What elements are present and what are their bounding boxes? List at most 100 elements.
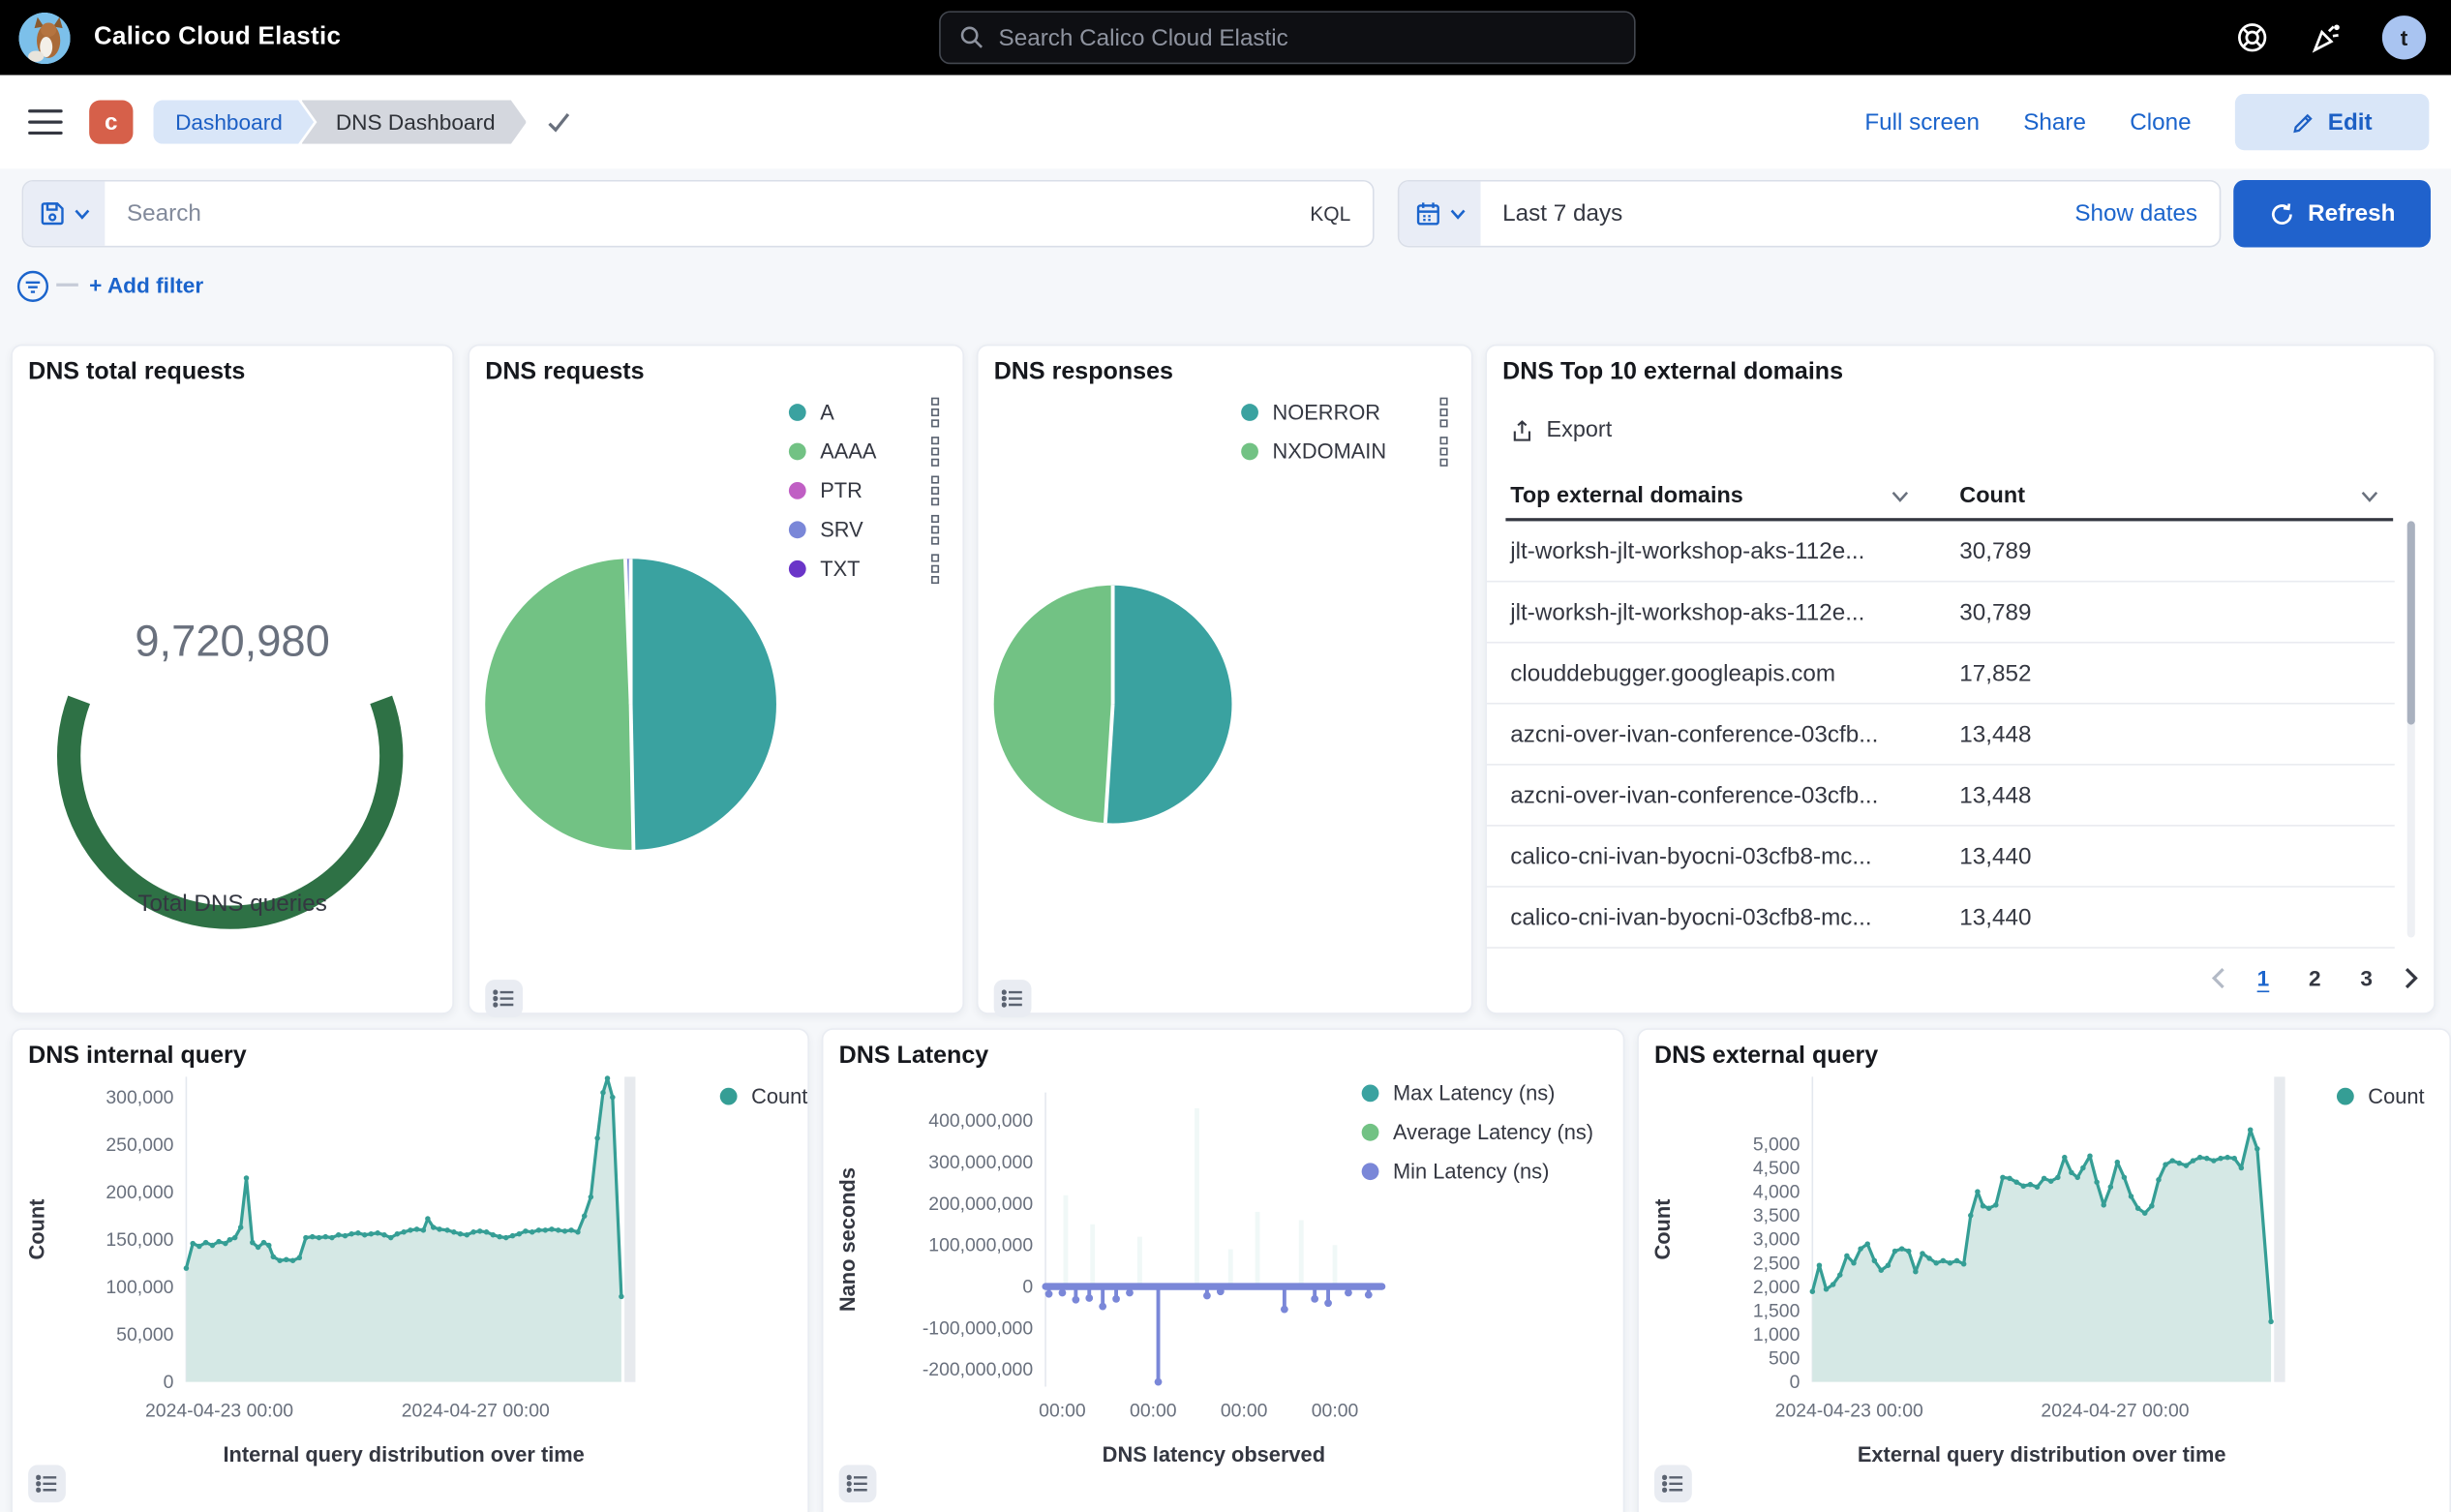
area-chart-internal-query[interactable]: 050,000100,000150,000200,000250,000300,0… [13, 1030, 811, 1512]
legend-actions-icon[interactable] [913, 554, 939, 584]
column-header-count[interactable]: Count [1959, 484, 2025, 509]
chevron-left-icon[interactable] [2210, 967, 2227, 989]
pie-chart-dns-responses[interactable] [994, 586, 1232, 824]
full-screen-button[interactable]: Full screen [1864, 108, 1980, 135]
quick-select-menu-button[interactable] [1399, 182, 1480, 246]
project-badge[interactable]: c [89, 100, 133, 143]
panel-data-button[interactable] [994, 980, 1032, 1017]
legend-item[interactable]: NOERROR [1241, 393, 1447, 432]
newsfeed-icon[interactable] [2309, 20, 2344, 55]
chevron-down-icon[interactable] [1891, 490, 1909, 504]
tick-label: 4,000 [1753, 1182, 1800, 1203]
legend-actions-icon[interactable] [1421, 437, 1447, 467]
legend-actions-icon[interactable] [913, 476, 939, 506]
query-input[interactable]: Search [127, 200, 201, 227]
add-filter-button[interactable]: + Add filter [89, 272, 203, 297]
help-icon[interactable] [2235, 20, 2270, 55]
gauge-value: 9,720,980 [13, 617, 452, 667]
cell-count: 17,852 [1959, 660, 2031, 686]
panel-data-button[interactable] [839, 1465, 877, 1502]
gauge-caption: Total DNS queries [13, 891, 452, 917]
search-icon [959, 25, 984, 50]
legend-item[interactable]: AAAA [789, 432, 939, 470]
legend-dot [1241, 404, 1258, 421]
tick-label: 3,000 [1753, 1229, 1800, 1251]
tick-label: 0 [1022, 1277, 1033, 1298]
tick-label: 2,000 [1753, 1277, 1800, 1298]
tick-label: -200,000,000 [923, 1359, 1034, 1380]
tick-label: 500 [1769, 1348, 1800, 1370]
edit-button[interactable]: Edit [2235, 94, 2429, 150]
list-icon [36, 1472, 58, 1495]
tick-label: 00:00 [1221, 1400, 1268, 1421]
show-dates-button[interactable]: Show dates [2074, 200, 2197, 227]
legend-dot [789, 521, 806, 538]
table-row: clouddebugger.googleapis.com17,852 [1487, 644, 2395, 705]
table-row: jlt-worksh-jlt-workshop-aks-112e...30,78… [1487, 582, 2395, 643]
global-search-input[interactable]: Search Calico Cloud Elastic [939, 11, 1636, 64]
panel-dns-external-query: DNS external query Count 05001,0001,5002… [1637, 1028, 2451, 1512]
saved-query-menu-button[interactable] [23, 182, 105, 246]
legend-actions-icon[interactable] [913, 515, 939, 545]
scrollbar-thumb[interactable] [2407, 521, 2415, 724]
refresh-button-label: Refresh [2308, 200, 2395, 227]
cell-domain: calico-cni-ivan-byocni-03cfb8-mc... [1487, 843, 1959, 869]
export-button[interactable]: Export [1510, 418, 1612, 443]
legend-label: AAAA [820, 439, 876, 463]
panel-data-button[interactable] [28, 1465, 66, 1502]
tick-label: 3,500 [1753, 1205, 1800, 1226]
kql-language-button[interactable]: KQL [1310, 202, 1350, 226]
page-number-2[interactable]: 2 [2299, 966, 2330, 991]
user-avatar[interactable]: t [2382, 15, 2426, 59]
legend-item[interactable]: PTR [789, 471, 939, 510]
legend-dot [789, 443, 806, 461]
line-chart-dns-latency[interactable]: 400,000,000300,000,000200,000,000100,000… [823, 1030, 1625, 1512]
tick-label: 2024-04-23 00:00 [1775, 1400, 1923, 1421]
page-number-3[interactable]: 3 [2351, 966, 2382, 991]
pie-chart-dns-requests[interactable] [485, 559, 776, 850]
chevron-right-icon[interactable] [2403, 967, 2420, 989]
panel-data-button[interactable] [1654, 1465, 1692, 1502]
tick-label: -100,000,000 [923, 1317, 1034, 1339]
tick-label: 200,000 [106, 1182, 173, 1203]
export-label: Export [1546, 418, 1612, 443]
list-icon [1002, 987, 1024, 1010]
legend-actions-icon[interactable] [913, 398, 939, 428]
tick-label: DNS latency observed [1103, 1442, 1325, 1467]
legend-item[interactable]: TXT [789, 550, 939, 589]
legend: NOERROR NXDOMAIN [1241, 393, 1447, 471]
page-number-1[interactable]: 1 [2248, 966, 2279, 991]
dashboard-actions: Full screen Share Clone Edit [1864, 94, 2429, 150]
legend-item[interactable]: A [789, 393, 939, 432]
nav-bar: c Dashboard DNS Dashboard Full screen Sh… [0, 76, 2451, 171]
legend-actions-icon[interactable] [1421, 398, 1447, 428]
menu-icon[interactable] [28, 109, 63, 135]
breadcrumb-dns-dashboard[interactable]: DNS Dashboard [301, 100, 527, 143]
legend-item[interactable]: NXDOMAIN [1241, 432, 1447, 470]
tick-label: 1,000 [1753, 1324, 1800, 1346]
cell-count: 13,440 [1959, 843, 2031, 869]
date-picker[interactable]: Last 7 days Show dates [1398, 180, 2221, 248]
calico-logo-icon[interactable] [18, 12, 70, 63]
legend-item[interactable]: SRV [789, 510, 939, 549]
calendar-icon [1414, 200, 1440, 227]
tick-label: 100,000 [106, 1277, 173, 1298]
legend-dot [789, 560, 806, 578]
chevron-down-icon[interactable] [2360, 490, 2378, 504]
panel-data-button[interactable] [485, 980, 523, 1017]
kql-search-bar[interactable]: Search KQL [22, 180, 1375, 248]
column-header-domains[interactable]: Top external domains [1510, 484, 1743, 509]
refresh-button[interactable]: Refresh [2233, 180, 2431, 248]
area-chart-external-query[interactable]: 05001,0001,5002,0002,5003,0003,5004,0004… [1639, 1030, 2451, 1512]
clone-button[interactable]: Clone [2130, 108, 2191, 135]
filter-icon[interactable] [15, 269, 50, 304]
breadcrumb-dashboard[interactable]: Dashboard [153, 100, 314, 143]
legend-dot [1241, 443, 1258, 461]
list-icon [493, 987, 515, 1010]
legend-actions-icon[interactable] [913, 437, 939, 467]
time-range-value[interactable]: Last 7 days [1502, 200, 1622, 227]
legend-label: NXDOMAIN [1273, 439, 1387, 463]
tick-label: 2,500 [1753, 1253, 1800, 1274]
cell-count: 30,789 [1959, 598, 2031, 624]
share-button[interactable]: Share [2023, 108, 2086, 135]
